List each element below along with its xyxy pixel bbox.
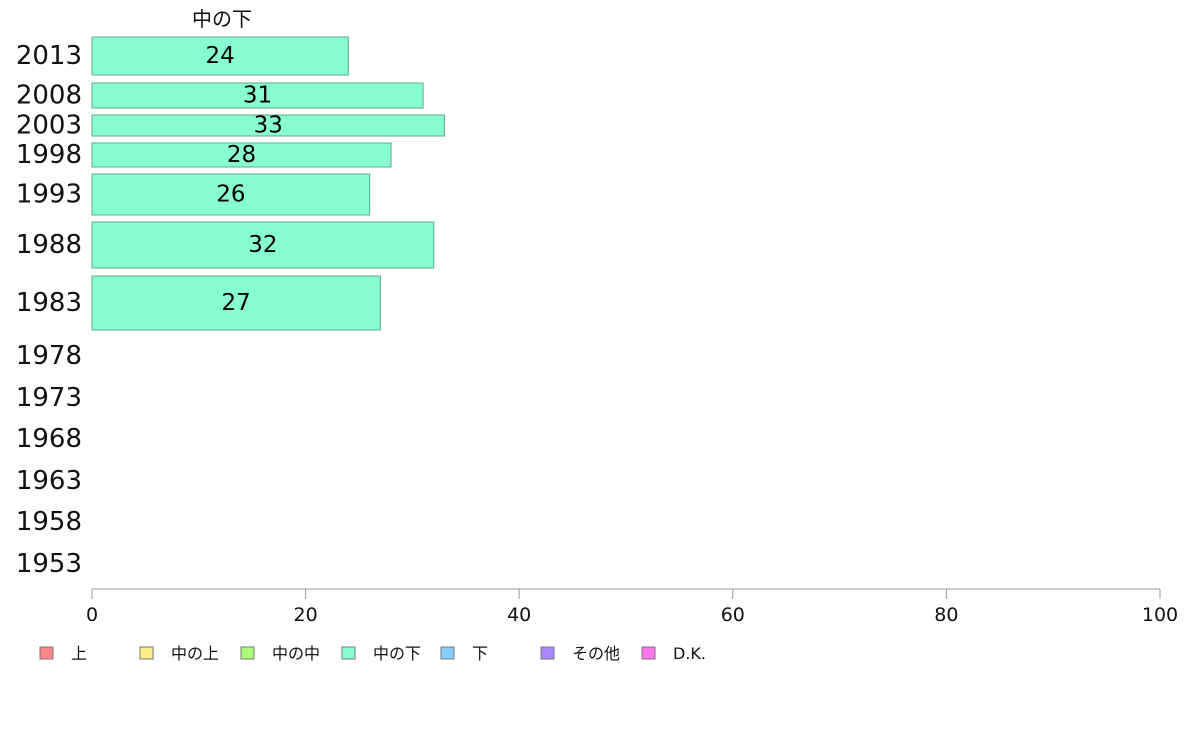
legend-swatch [39, 646, 54, 660]
legend-label: 中の中 [272, 644, 320, 663]
value-label: 27 [222, 290, 251, 316]
x-tick-label: 60 [721, 604, 745, 626]
bar [91, 275, 381, 331]
x-axis: 0 20 40 60 80 100 [86, 588, 1178, 626]
legend-item: 中の下 [341, 644, 421, 663]
value-label: 28 [227, 142, 256, 168]
bar [91, 82, 424, 109]
legend-label: D.K. [673, 644, 706, 663]
bar [91, 36, 349, 76]
legend-swatch [641, 646, 656, 660]
year-label: 1998 [16, 140, 82, 170]
x-tick-label: 100 [1142, 604, 1178, 626]
legend-item: D.K. [641, 644, 706, 663]
year-label: 1978 [16, 341, 82, 371]
legend-swatch [440, 646, 455, 660]
legend-item: 上 [39, 644, 87, 663]
series-title: 中の下 [192, 7, 252, 31]
bar [91, 142, 392, 168]
legend-label: その他 [572, 644, 620, 663]
legend-item: その他 [540, 644, 620, 663]
value-label: 26 [216, 182, 245, 208]
bar [91, 173, 371, 216]
bar [91, 114, 445, 137]
x-tick-label: 20 [294, 604, 318, 626]
bar [91, 221, 435, 269]
value-label: 24 [206, 43, 235, 69]
x-tick-label: 40 [507, 604, 531, 626]
value-label: 33 [254, 113, 283, 139]
legend-swatch [139, 646, 154, 660]
x-tick-label: 80 [934, 604, 958, 626]
legend-label: 中の上 [171, 644, 219, 663]
year-label: 1988 [16, 230, 82, 260]
year-label: 2003 [16, 111, 82, 141]
year-label: 1983 [16, 288, 82, 318]
year-label: 1993 [16, 180, 82, 210]
year-label: 1968 [16, 424, 82, 454]
legend-label: 上 [71, 644, 87, 663]
legend-label: 中の下 [373, 644, 421, 663]
year-label: 2008 [16, 81, 82, 111]
year-label: 1973 [16, 383, 82, 413]
value-label: 31 [243, 83, 272, 109]
year-label: 2013 [16, 41, 82, 71]
bar-group [91, 36, 445, 331]
x-tick-label: 0 [86, 604, 98, 626]
legend-swatch [240, 646, 255, 660]
legend-item: 中の上 [139, 644, 219, 663]
legend-label: 下 [472, 644, 488, 663]
legend-swatch [540, 646, 555, 660]
legend: 上 中の上 中の中 中の下 下 その他 D.K. [39, 644, 706, 663]
legend-item: 中の中 [240, 644, 320, 663]
year-label: 1958 [16, 507, 82, 537]
year-label: 1963 [16, 466, 82, 496]
value-label: 32 [248, 232, 277, 258]
year-label: 1953 [16, 549, 82, 579]
legend-item: 下 [440, 644, 488, 663]
legend-swatch [341, 646, 356, 660]
